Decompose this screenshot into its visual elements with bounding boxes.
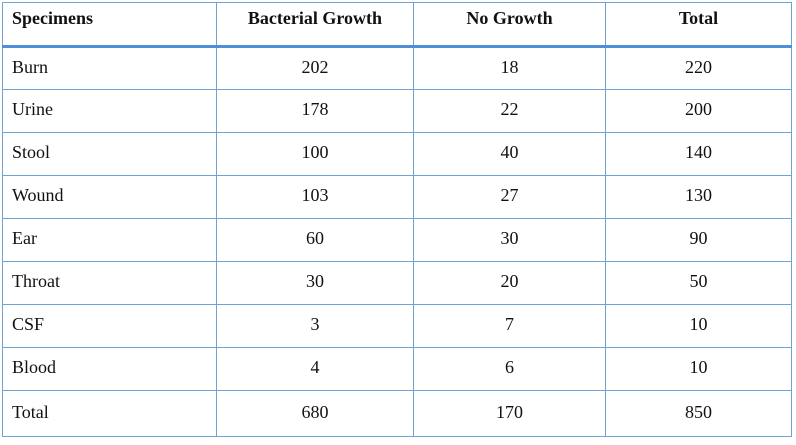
table-row: CSF 3 7 10 <box>2 304 792 348</box>
table-row: Blood 4 6 10 <box>2 347 792 391</box>
cell-total: 50 <box>605 261 792 305</box>
cell-specimen: Burn <box>2 46 217 90</box>
specimen-growth-table: Specimens Bacterial Growth No Growth Tot… <box>2 2 792 437</box>
cell-total: 10 <box>605 347 792 391</box>
cell-specimen: Blood <box>2 347 217 391</box>
cell-bacterial-growth: 202 <box>216 46 414 90</box>
cell-bacterial-growth: 178 <box>216 89 414 133</box>
cell-bacterial-growth: 4 <box>216 347 414 391</box>
cell-no-growth: 18 <box>413 46 606 90</box>
cell-specimen: Wound <box>2 175 217 219</box>
cell-no-growth: 170 <box>413 390 606 437</box>
table-row-total: Total 680 170 850 <box>2 390 792 437</box>
specimen-table-container: Specimens Bacterial Growth No Growth Tot… <box>2 2 792 440</box>
cell-bacterial-growth: 60 <box>216 218 414 262</box>
cell-specimen: Total <box>2 390 217 437</box>
cell-no-growth: 22 <box>413 89 606 133</box>
cell-bacterial-growth: 680 <box>216 390 414 437</box>
table-body: Burn 202 18 220 Urine 178 22 200 Stool 1… <box>2 46 792 437</box>
cell-total: 90 <box>605 218 792 262</box>
cell-total: 850 <box>605 390 792 437</box>
cell-specimen: Stool <box>2 132 217 176</box>
cell-total: 220 <box>605 46 792 90</box>
cell-specimen: Ear <box>2 218 217 262</box>
table-row: Ear 60 30 90 <box>2 218 792 262</box>
cell-bacterial-growth: 30 <box>216 261 414 305</box>
table-row: Burn 202 18 220 <box>2 46 792 90</box>
cell-specimen: Urine <box>2 89 217 133</box>
cell-no-growth: 7 <box>413 304 606 348</box>
header-row: Specimens Bacterial Growth No Growth Tot… <box>2 2 792 48</box>
table-row: Urine 178 22 200 <box>2 89 792 133</box>
cell-no-growth: 30 <box>413 218 606 262</box>
cell-bacterial-growth: 103 <box>216 175 414 219</box>
header-bacterial-growth: Bacterial Growth <box>216 2 414 48</box>
cell-no-growth: 6 <box>413 347 606 391</box>
table-row: Throat 30 20 50 <box>2 261 792 305</box>
cell-total: 140 <box>605 132 792 176</box>
cell-total: 10 <box>605 304 792 348</box>
cell-bacterial-growth: 100 <box>216 132 414 176</box>
table-row: Stool 100 40 140 <box>2 132 792 176</box>
cell-total: 200 <box>605 89 792 133</box>
header-no-growth: No Growth <box>413 2 606 48</box>
table-row: Wound 103 27 130 <box>2 175 792 219</box>
cell-no-growth: 40 <box>413 132 606 176</box>
cell-total: 130 <box>605 175 792 219</box>
header-total: Total <box>605 2 792 48</box>
cell-bacterial-growth: 3 <box>216 304 414 348</box>
header-specimens: Specimens <box>2 2 217 48</box>
cell-no-growth: 27 <box>413 175 606 219</box>
table-header: Specimens Bacterial Growth No Growth Tot… <box>2 2 792 48</box>
cell-specimen: CSF <box>2 304 217 348</box>
cell-specimen: Throat <box>2 261 217 305</box>
cell-no-growth: 20 <box>413 261 606 305</box>
